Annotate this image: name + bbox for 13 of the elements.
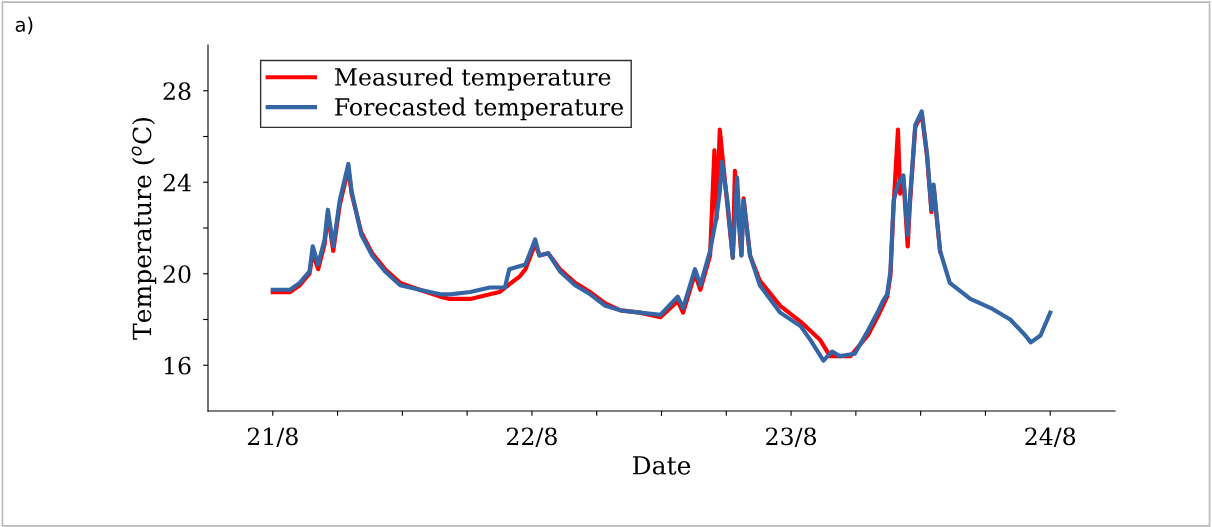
legend-label: Measured temperature — [334, 67, 611, 91]
y-tick-label: 20 — [163, 265, 191, 284]
y-tick-label: 16 — [164, 356, 191, 375]
x-tick-label: 22/8 — [507, 427, 557, 448]
y-tick-label: 24 — [163, 173, 191, 192]
text: a) — [15, 16, 33, 35]
legend-label: Forecasted temperature — [335, 97, 623, 121]
x-tick-label: 21/8 — [247, 427, 298, 448]
y-tick-label: 28 — [163, 82, 191, 101]
y-axis-title: Temperature ($^{o}$C) — [131, 118, 157, 340]
x-tick-label: 24/8 — [1025, 427, 1076, 448]
x-axis-title: Date — [632, 456, 691, 475]
x-tick-label: 23/8 — [766, 427, 816, 448]
